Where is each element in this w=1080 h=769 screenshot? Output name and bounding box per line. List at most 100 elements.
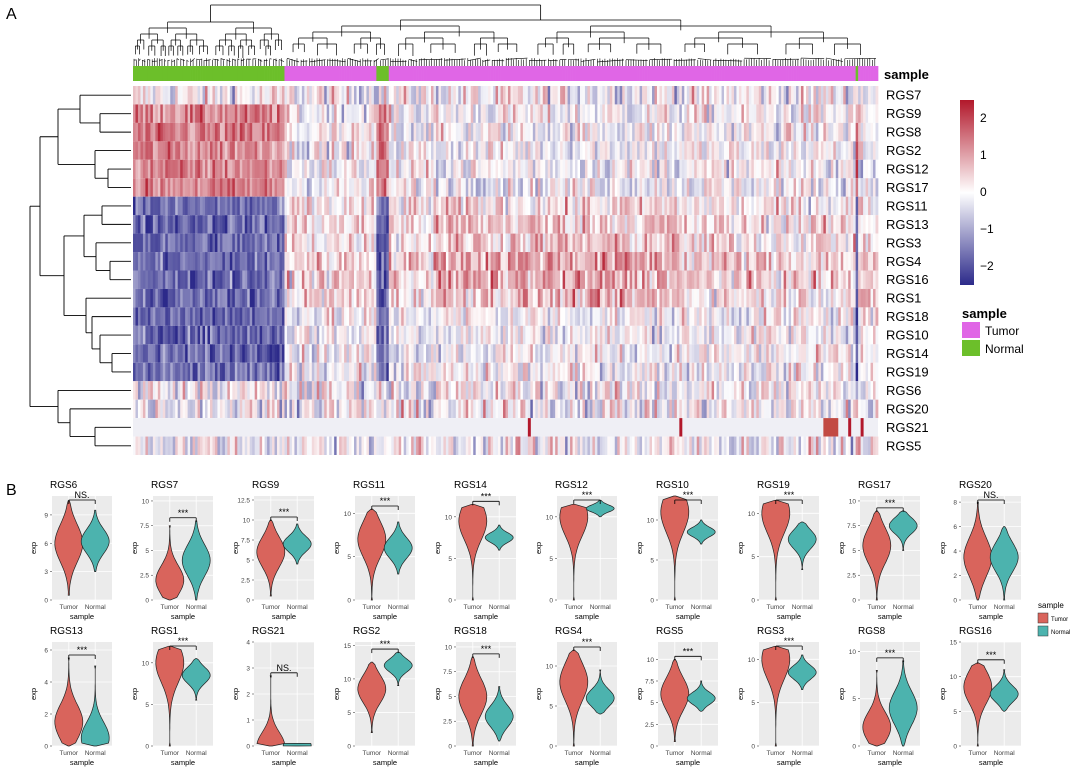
- heatmap-cell: [743, 122, 747, 142]
- heatmap-cell: [617, 307, 621, 326]
- heatmap-cell: [249, 325, 253, 345]
- heatmap-cell: [768, 270, 772, 289]
- heatmap-cell: [741, 307, 745, 326]
- heatmap-cell: [733, 122, 737, 142]
- heatmap-cell: [840, 159, 844, 179]
- heatmap-cell: [537, 159, 541, 179]
- heatmap-cell: [840, 86, 844, 105]
- heatmap-cell: [383, 215, 387, 234]
- heatmap-cell: [279, 196, 283, 216]
- heatmap-cell: [746, 196, 750, 216]
- heatmap-cell: [783, 141, 787, 160]
- annotation-cell: [828, 66, 832, 81]
- heatmap-cell: [346, 159, 350, 179]
- heatmap-cell: [604, 141, 608, 160]
- heatmap-cell: [550, 196, 554, 216]
- heatmap-cell: [517, 233, 521, 253]
- heatmap-cell: [701, 270, 705, 289]
- heatmap-cell: [855, 178, 859, 197]
- heatmap-cell: [731, 288, 735, 308]
- heatmap-cell: [219, 178, 223, 197]
- heatmap-cell: [257, 215, 260, 234]
- heatmap-cell: [527, 178, 531, 197]
- annotation-cell: [453, 66, 457, 81]
- heatmap-cell: [331, 288, 335, 308]
- heatmap-cell: [381, 178, 385, 197]
- heatmap-cell: [463, 178, 467, 197]
- heatmap-cell: [572, 159, 576, 179]
- heatmap-cell: [517, 86, 521, 105]
- heatmap-cell: [624, 325, 628, 345]
- heatmap-cell: [170, 178, 174, 197]
- heatmap-cell: [738, 307, 742, 326]
- heatmap-cell: [416, 196, 419, 216]
- heatmap-cell: [289, 122, 293, 142]
- heatmap-cell: [756, 270, 760, 289]
- heatmap-cell: [147, 86, 151, 105]
- heatmap-cell: [346, 252, 350, 271]
- heatmap-cell: [858, 159, 861, 179]
- heatmap-cell: [607, 252, 611, 271]
- heatmap-cell: [301, 252, 305, 271]
- heatmap-cell: [145, 178, 149, 197]
- dendrogram-branch: [190, 58, 195, 63]
- heatmap-cell: [848, 196, 852, 216]
- heatmap-cell: [612, 86, 616, 105]
- heatmap-cell: [796, 141, 799, 160]
- heatmap-cell: [480, 288, 484, 308]
- heatmap-cell: [274, 233, 278, 253]
- heatmap-cell: [820, 270, 824, 289]
- heatmap-cell: [478, 270, 482, 289]
- heatmap-cell: [314, 122, 318, 142]
- heatmap-cell: [247, 325, 251, 345]
- heatmap-cell: [654, 86, 658, 105]
- heatmap-cell: [366, 159, 370, 179]
- heatmap-cell: [438, 252, 442, 271]
- heatmap-cell: [659, 141, 663, 160]
- heatmap-cell: [296, 233, 300, 253]
- annotation-cell: [833, 66, 837, 81]
- heatmap-cell: [205, 178, 208, 197]
- heatmap-cell: [239, 270, 243, 289]
- heatmap-cell: [152, 325, 156, 345]
- heatmap-cell: [495, 288, 499, 308]
- dendrogram-branch: [467, 57, 481, 61]
- heatmap-cell: [791, 307, 794, 326]
- heatmap-cell: [155, 141, 159, 160]
- heatmap-cell: [778, 122, 782, 142]
- heatmap-cell: [232, 270, 236, 289]
- heatmap-cell: [525, 215, 529, 234]
- heatmap-cell: [490, 196, 494, 216]
- heatmap-cell: [629, 270, 633, 289]
- heatmap-cell: [259, 215, 263, 234]
- heatmap-cell: [396, 122, 400, 142]
- heatmap-cell: [696, 215, 700, 234]
- heatmap-cell: [242, 233, 246, 253]
- heatmap-cell: [269, 86, 273, 105]
- heatmap-cell: [282, 325, 285, 345]
- heatmap-cell: [589, 270, 593, 289]
- heatmap-cell: [383, 104, 387, 123]
- heatmap-cell: [475, 86, 479, 105]
- heatmap-cell: [614, 270, 618, 289]
- heatmap-cell: [378, 196, 382, 216]
- heatmap-cell: [617, 270, 621, 289]
- heatmap-cell: [503, 86, 506, 105]
- heatmap-cell: [746, 215, 750, 234]
- heatmap-cell: [448, 86, 452, 105]
- heatmap-cell: [363, 325, 367, 345]
- heatmap-cell: [858, 141, 861, 160]
- heatmap-cell: [463, 325, 467, 345]
- heatmap-cell: [766, 141, 770, 160]
- heatmap-cell: [458, 307, 462, 326]
- annotation-cell: [567, 66, 571, 81]
- heatmap-cell: [820, 215, 824, 234]
- heatmap-cell: [815, 215, 819, 234]
- heatmap-cell: [709, 196, 712, 216]
- heatmap-cell: [269, 122, 273, 142]
- heatmap-cell: [495, 307, 499, 326]
- heatmap-cell: [495, 196, 499, 216]
- heatmap-cell: [358, 325, 362, 345]
- heatmap-cell: [748, 196, 752, 216]
- heatmap-cell: [296, 159, 300, 179]
